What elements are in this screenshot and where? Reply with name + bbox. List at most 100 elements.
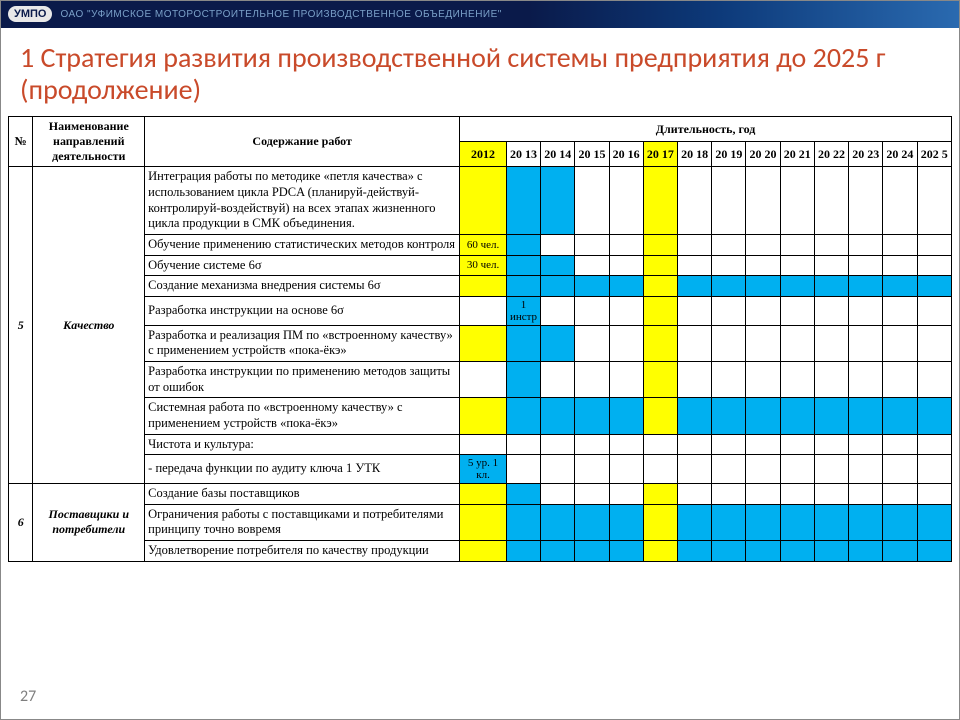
year-cell xyxy=(541,296,575,325)
year-header: 2012 xyxy=(460,142,507,167)
year-cell xyxy=(814,362,848,398)
year-cell xyxy=(575,504,609,540)
year-cell xyxy=(460,484,507,505)
year-cell xyxy=(849,504,883,540)
year-cell xyxy=(883,255,917,276)
year-cell xyxy=(814,504,848,540)
year-header: 20 21 xyxy=(780,142,814,167)
work-description: Обучение системе 6σ xyxy=(145,255,460,276)
year-cell xyxy=(460,504,507,540)
year-cell xyxy=(609,167,643,235)
col-work: Содержание работ xyxy=(145,117,460,167)
year-cell xyxy=(780,296,814,325)
year-cell xyxy=(643,325,677,361)
year-cell xyxy=(643,296,677,325)
year-cell xyxy=(643,455,677,484)
year-cell xyxy=(849,434,883,455)
top-header-bar: УМПО ОАО "УФИМСКОЕ МОТОРОСТРОИТЕЛЬНОЕ ПР… xyxy=(0,0,960,28)
year-cell xyxy=(849,167,883,235)
year-cell xyxy=(506,504,540,540)
year-cell xyxy=(712,362,746,398)
year-cell xyxy=(678,167,712,235)
year-cell xyxy=(746,541,780,562)
year-cell xyxy=(506,484,540,505)
year-cell xyxy=(643,504,677,540)
year-cell xyxy=(746,434,780,455)
year-cell xyxy=(506,167,540,235)
year-cell xyxy=(780,325,814,361)
year-cell xyxy=(780,455,814,484)
year-cell xyxy=(506,455,540,484)
year-cell xyxy=(780,234,814,255)
year-cell xyxy=(849,325,883,361)
work-description: Создание механизма внедрения системы 6σ xyxy=(145,276,460,297)
company-logo-badge: УМПО xyxy=(8,6,52,22)
year-cell xyxy=(849,484,883,505)
year-cell xyxy=(609,276,643,297)
year-cell xyxy=(541,398,575,434)
year-cell xyxy=(460,296,507,325)
year-cell xyxy=(643,484,677,505)
year-cell xyxy=(712,484,746,505)
year-cell xyxy=(541,484,575,505)
year-header: 20 18 xyxy=(678,142,712,167)
year-header: 202 5 xyxy=(917,142,951,167)
year-cell xyxy=(917,296,951,325)
page-number: 27 xyxy=(20,687,36,706)
year-cell xyxy=(712,434,746,455)
year-cell xyxy=(917,234,951,255)
year-cell xyxy=(746,484,780,505)
year-cell xyxy=(643,276,677,297)
year-cell xyxy=(883,234,917,255)
col-direction: Наименование направлений деятельности xyxy=(33,117,145,167)
year-cell xyxy=(575,255,609,276)
year-cell xyxy=(460,398,507,434)
year-cell xyxy=(883,504,917,540)
year-cell xyxy=(746,398,780,434)
year-cell xyxy=(643,362,677,398)
year-cell xyxy=(575,296,609,325)
year-header: 20 23 xyxy=(849,142,883,167)
year-cell xyxy=(678,398,712,434)
table-row: Обучение применению статистических метод… xyxy=(9,234,952,255)
year-header: 20 20 xyxy=(746,142,780,167)
year-cell xyxy=(780,541,814,562)
year-cell xyxy=(643,255,677,276)
year-cell xyxy=(712,167,746,235)
work-description: - передача функции по аудиту ключа 1 УТК xyxy=(145,455,460,484)
year-cell xyxy=(609,255,643,276)
year-cell xyxy=(814,455,848,484)
year-cell xyxy=(849,455,883,484)
table-body: 5КачествоИнтеграция работы по методике «… xyxy=(9,167,952,561)
year-header: 20 22 xyxy=(814,142,848,167)
year-cell xyxy=(678,362,712,398)
year-cell xyxy=(609,398,643,434)
year-cell xyxy=(609,541,643,562)
year-cell xyxy=(917,255,951,276)
year-cell xyxy=(883,484,917,505)
year-cell xyxy=(643,398,677,434)
year-cell xyxy=(460,167,507,235)
year-cell xyxy=(917,325,951,361)
year-cell xyxy=(541,276,575,297)
year-cell xyxy=(678,296,712,325)
year-cell xyxy=(883,455,917,484)
year-cell xyxy=(712,255,746,276)
year-cell xyxy=(506,255,540,276)
work-description: Ограничения работы с поставщиками и потр… xyxy=(145,504,460,540)
year-cell xyxy=(917,362,951,398)
year-cell xyxy=(575,398,609,434)
group-direction: Качество xyxy=(33,167,145,484)
year-cell xyxy=(746,234,780,255)
year-cell xyxy=(712,234,746,255)
work-description: Разработка инструкции на основе 6σ xyxy=(145,296,460,325)
year-cell xyxy=(460,434,507,455)
year-cell xyxy=(849,362,883,398)
year-cell xyxy=(460,276,507,297)
year-cell xyxy=(883,434,917,455)
year-cell xyxy=(849,398,883,434)
year-cell xyxy=(780,167,814,235)
year-cell xyxy=(541,541,575,562)
year-cell xyxy=(883,362,917,398)
year-cell xyxy=(712,296,746,325)
